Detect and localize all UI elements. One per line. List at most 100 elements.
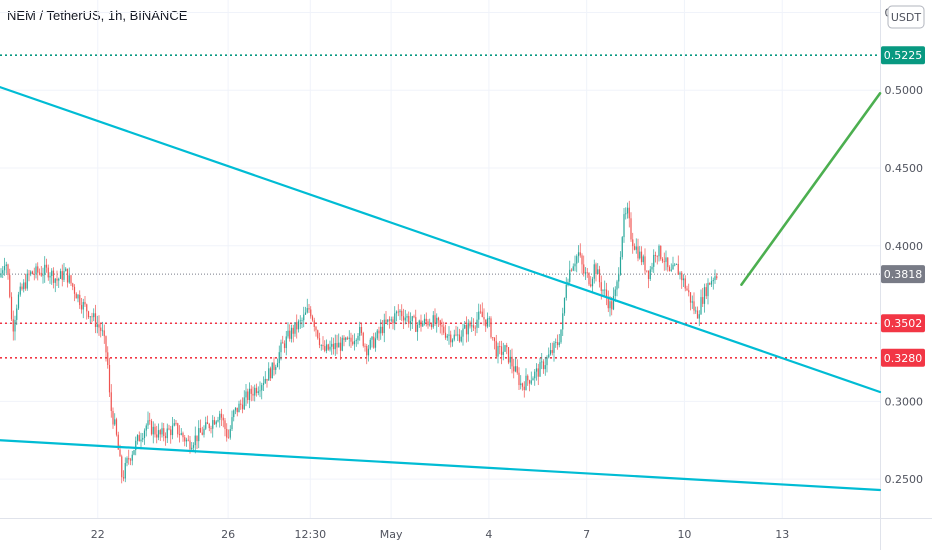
candle-body	[527, 375, 529, 381]
candle-body	[600, 282, 602, 291]
candle-body	[556, 342, 559, 346]
candle-body	[521, 383, 524, 387]
candle-body	[481, 311, 483, 318]
candle-body	[436, 317, 438, 324]
candle-body	[686, 288, 688, 291]
candle-body	[338, 342, 340, 348]
candle-body	[213, 420, 216, 425]
candle-body	[236, 407, 238, 413]
candle-body	[516, 366, 518, 373]
candle-body	[322, 344, 324, 347]
candle-body	[182, 433, 184, 438]
candle-body	[199, 428, 202, 433]
candle-body	[413, 316, 415, 318]
candle-body	[191, 447, 193, 450]
candle-body	[462, 328, 464, 337]
price-line-label-bg	[881, 348, 925, 367]
candle-body	[51, 270, 53, 276]
candle-body	[658, 245, 660, 257]
candle-body	[89, 316, 91, 318]
candle-body	[569, 269, 571, 282]
candle-body	[640, 251, 643, 263]
candle-body	[290, 327, 293, 339]
candle-body	[525, 375, 527, 390]
candle-body	[189, 440, 191, 450]
candle-body	[707, 282, 709, 297]
candle-body	[635, 246, 637, 250]
candle-body	[280, 342, 282, 353]
candle-body	[79, 294, 81, 306]
candle-body	[187, 439, 189, 441]
candle-body	[387, 319, 389, 322]
candle-body	[602, 290, 604, 291]
candle-body	[621, 237, 623, 258]
candle-body	[644, 256, 646, 271]
candle-body	[684, 278, 686, 289]
candle-body	[121, 456, 123, 478]
candle-body	[367, 348, 370, 356]
candle-body	[255, 387, 258, 394]
candle-body	[595, 264, 597, 275]
candle-body	[625, 213, 627, 215]
candle-body	[630, 218, 632, 240]
candle-body	[70, 275, 72, 284]
candle-body	[437, 317, 440, 321]
candle-body	[306, 308, 308, 313]
candle-body	[110, 392, 112, 411]
currency-badge-label: USDT	[891, 11, 922, 24]
candle-body	[77, 294, 79, 299]
candle-body	[56, 278, 58, 281]
candle-body	[591, 278, 594, 287]
candle-body	[345, 337, 347, 341]
candle-body	[614, 289, 616, 296]
candle-body	[712, 280, 714, 282]
candle-body	[219, 413, 221, 420]
candle-body	[222, 417, 224, 421]
candle-body	[275, 367, 277, 370]
candle-body	[467, 322, 469, 335]
candle-body	[26, 273, 28, 289]
candle-body	[117, 434, 119, 450]
candle-body	[308, 308, 310, 310]
currency-badge	[887, 5, 925, 29]
candle-body	[177, 423, 179, 435]
candle-body	[656, 255, 658, 257]
candle-body	[661, 258, 664, 262]
candle-body	[108, 365, 111, 393]
x-tick-label: 4	[485, 528, 492, 541]
candle-body	[352, 341, 354, 345]
candle-body	[555, 342, 557, 344]
candle-body	[294, 322, 296, 334]
candle-body	[700, 297, 702, 315]
candle-body	[124, 462, 126, 479]
candle-body	[65, 268, 67, 272]
candle-body	[264, 378, 266, 384]
candle-body	[378, 330, 380, 334]
trendline	[0, 86, 882, 394]
candle-body	[40, 272, 42, 276]
candle-body	[114, 419, 116, 425]
candle-body	[497, 346, 499, 357]
price-line-label: 0.3280	[884, 352, 923, 365]
candle-body	[164, 436, 167, 439]
candle-body	[157, 430, 160, 438]
y-tick-label: 0.4500	[885, 162, 924, 175]
candle-body	[663, 261, 665, 263]
candle-body	[495, 341, 497, 357]
candle-body	[234, 407, 237, 411]
candle-body	[93, 313, 95, 318]
candle-body	[598, 269, 601, 283]
candle-body	[593, 264, 595, 279]
candle-body	[212, 420, 214, 429]
candle-body	[103, 330, 105, 337]
candle-body	[404, 317, 406, 321]
candle-body	[471, 325, 473, 327]
candle-body	[150, 420, 153, 435]
candle-body	[677, 263, 679, 275]
candle-body	[597, 269, 599, 275]
candle-body	[84, 302, 86, 305]
candle-body	[402, 316, 405, 321]
candle-body	[159, 430, 161, 435]
candle-body	[418, 320, 420, 325]
